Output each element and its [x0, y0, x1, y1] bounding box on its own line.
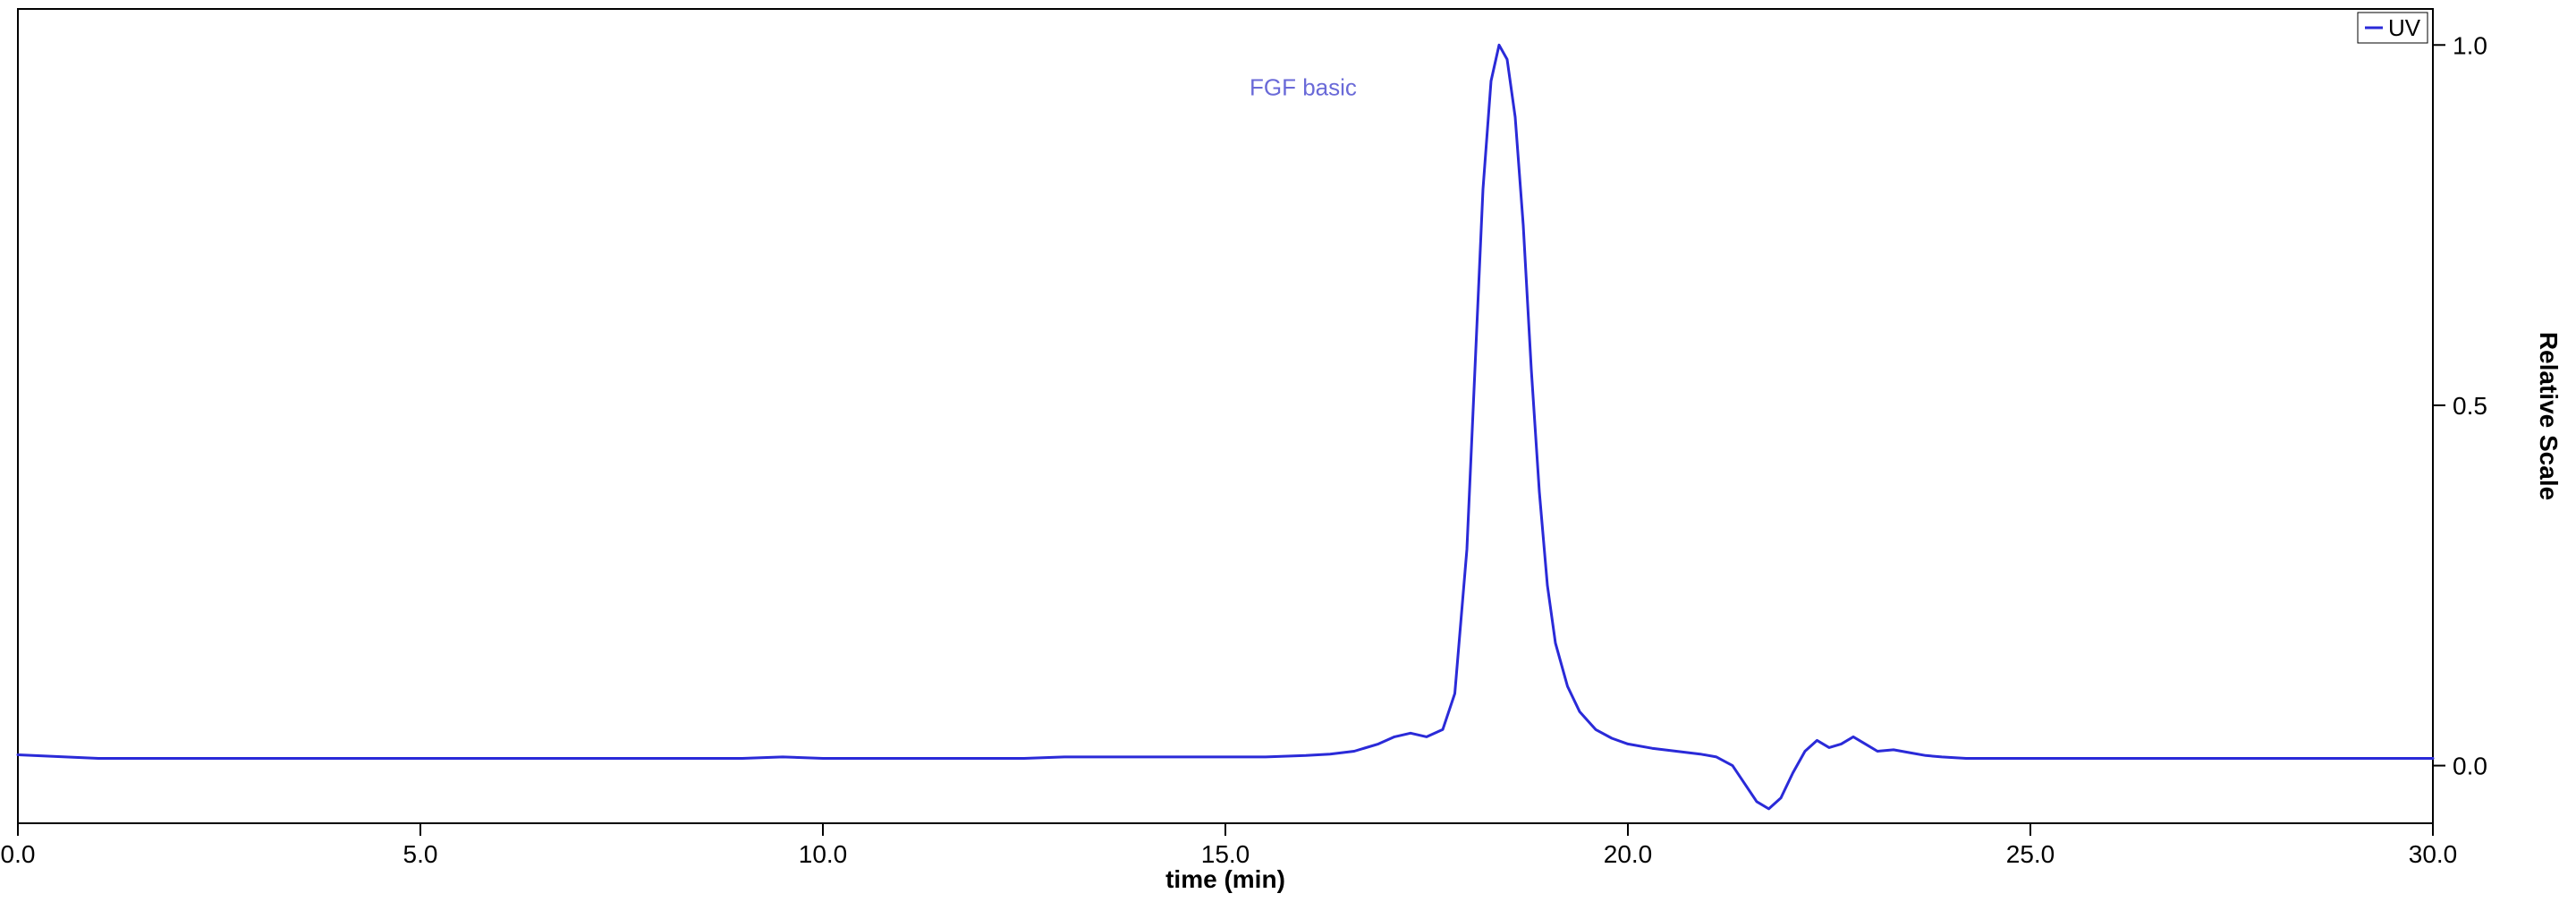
x-tick-label: 10.0	[799, 840, 848, 868]
x-tick-label: 30.0	[2409, 840, 2458, 868]
legend-label: UV	[2388, 14, 2421, 41]
chart-svg: 0.0 5.0 10.0 15.0 20.0 25.0 30.0 time (min) 0.0 0…	[0, 0, 2576, 902]
x-tick-label: 25.0	[2006, 840, 2055, 868]
plot-area	[18, 9, 2433, 823]
peak-label: FGF basic	[1250, 74, 1357, 101]
y-tick-label: 1.0	[2453, 31, 2487, 59]
x-tick-label: 15.0	[1201, 840, 1250, 868]
x-tick-label: 5.0	[403, 840, 438, 868]
x-axis-title: time (min)	[1165, 865, 1285, 893]
y-tick-label: 0.0	[2453, 753, 2487, 780]
chromatogram-chart: 0.0 5.0 10.0 15.0 20.0 25.0 30.0 time (min) 0.0 0…	[0, 0, 2576, 902]
x-tick-label: 20.0	[1604, 840, 1653, 868]
y-axis-title: Relative Scale	[2535, 332, 2563, 500]
x-tick-label: 0.0	[1, 840, 36, 868]
y-tick-label: 0.5	[2453, 392, 2487, 420]
